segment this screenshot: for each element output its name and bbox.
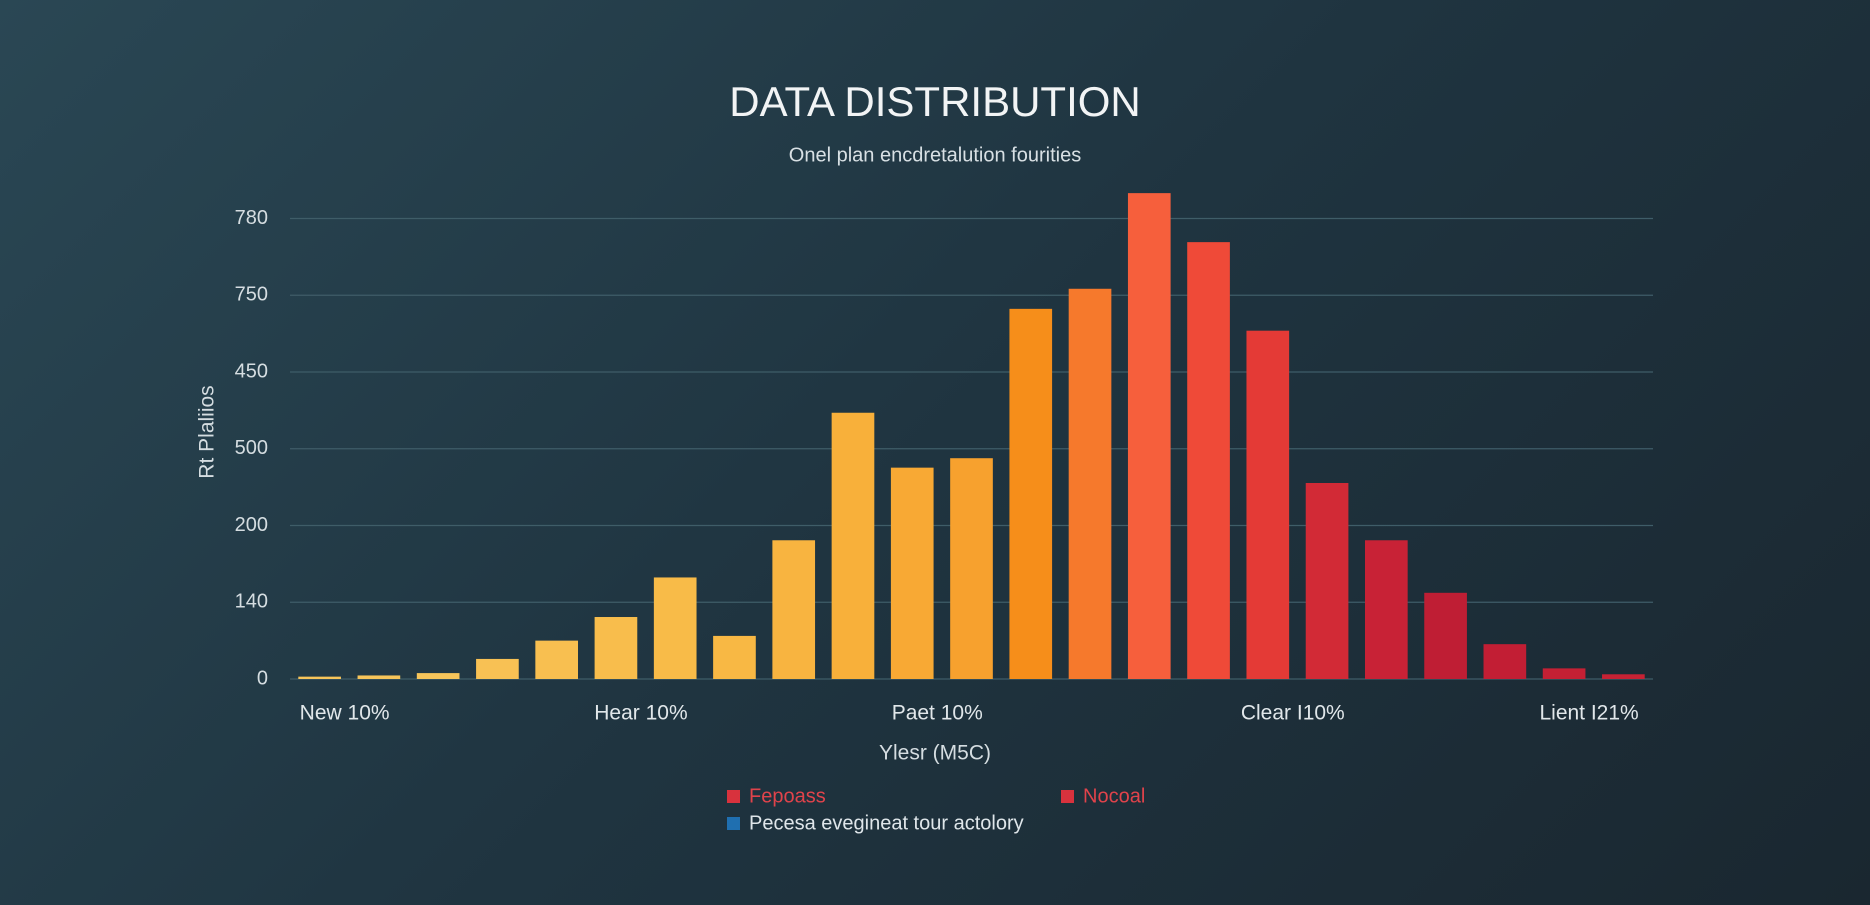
bar (1305, 483, 1349, 679)
bar (1542, 668, 1586, 679)
bar (1009, 308, 1053, 679)
bar (298, 676, 341, 679)
legend-label: Fepoass (749, 785, 826, 807)
x-tick-label: Hear 10% (594, 702, 687, 725)
legend-swatch (1061, 790, 1074, 803)
y-tick-label: 450 (235, 360, 268, 382)
bar (1246, 330, 1290, 679)
bar (1364, 540, 1408, 679)
chart-subtitle: Onel plan encdretalution fourities (789, 144, 1081, 166)
bar (594, 617, 638, 679)
y-tick-label: 140 (235, 591, 268, 613)
bar (950, 458, 993, 679)
bar (1187, 242, 1230, 680)
bar (416, 673, 460, 679)
y-tick-label: 780 (235, 207, 268, 229)
bar (1068, 288, 1112, 679)
y-tick-label: 200 (235, 514, 268, 536)
bar (713, 635, 756, 679)
bar (831, 412, 875, 679)
y-tick-label: 500 (235, 437, 268, 459)
bar (653, 577, 697, 679)
legend-label: Pecesa evegineat tour actolory (749, 812, 1024, 834)
x-tick-label: Lient I21% (1539, 702, 1638, 725)
y-tick-label: 0 (257, 667, 268, 689)
y-tick-label: 750 (235, 284, 268, 306)
bar (1483, 644, 1527, 679)
bar (535, 640, 579, 679)
chart-title: DATA DISTRIBUTION (729, 78, 1140, 125)
bar (772, 540, 816, 679)
bar (1127, 193, 1171, 680)
legend-swatch (727, 817, 740, 830)
x-tick-label: New 10% (300, 702, 390, 725)
x-tick-label: Paet 10% (892, 702, 983, 725)
bar (1602, 674, 1645, 679)
y-axis-label: Rt Plaliios (196, 385, 219, 478)
bar (357, 675, 401, 679)
bar (476, 658, 519, 679)
x-tick-label: Clear I10% (1241, 702, 1345, 725)
x-axis-label: Ylesr (M5C) (879, 742, 991, 765)
legend-swatch (727, 790, 740, 803)
legend-label: Nocoal (1083, 785, 1145, 807)
bar (890, 467, 934, 679)
bar (1424, 592, 1467, 679)
